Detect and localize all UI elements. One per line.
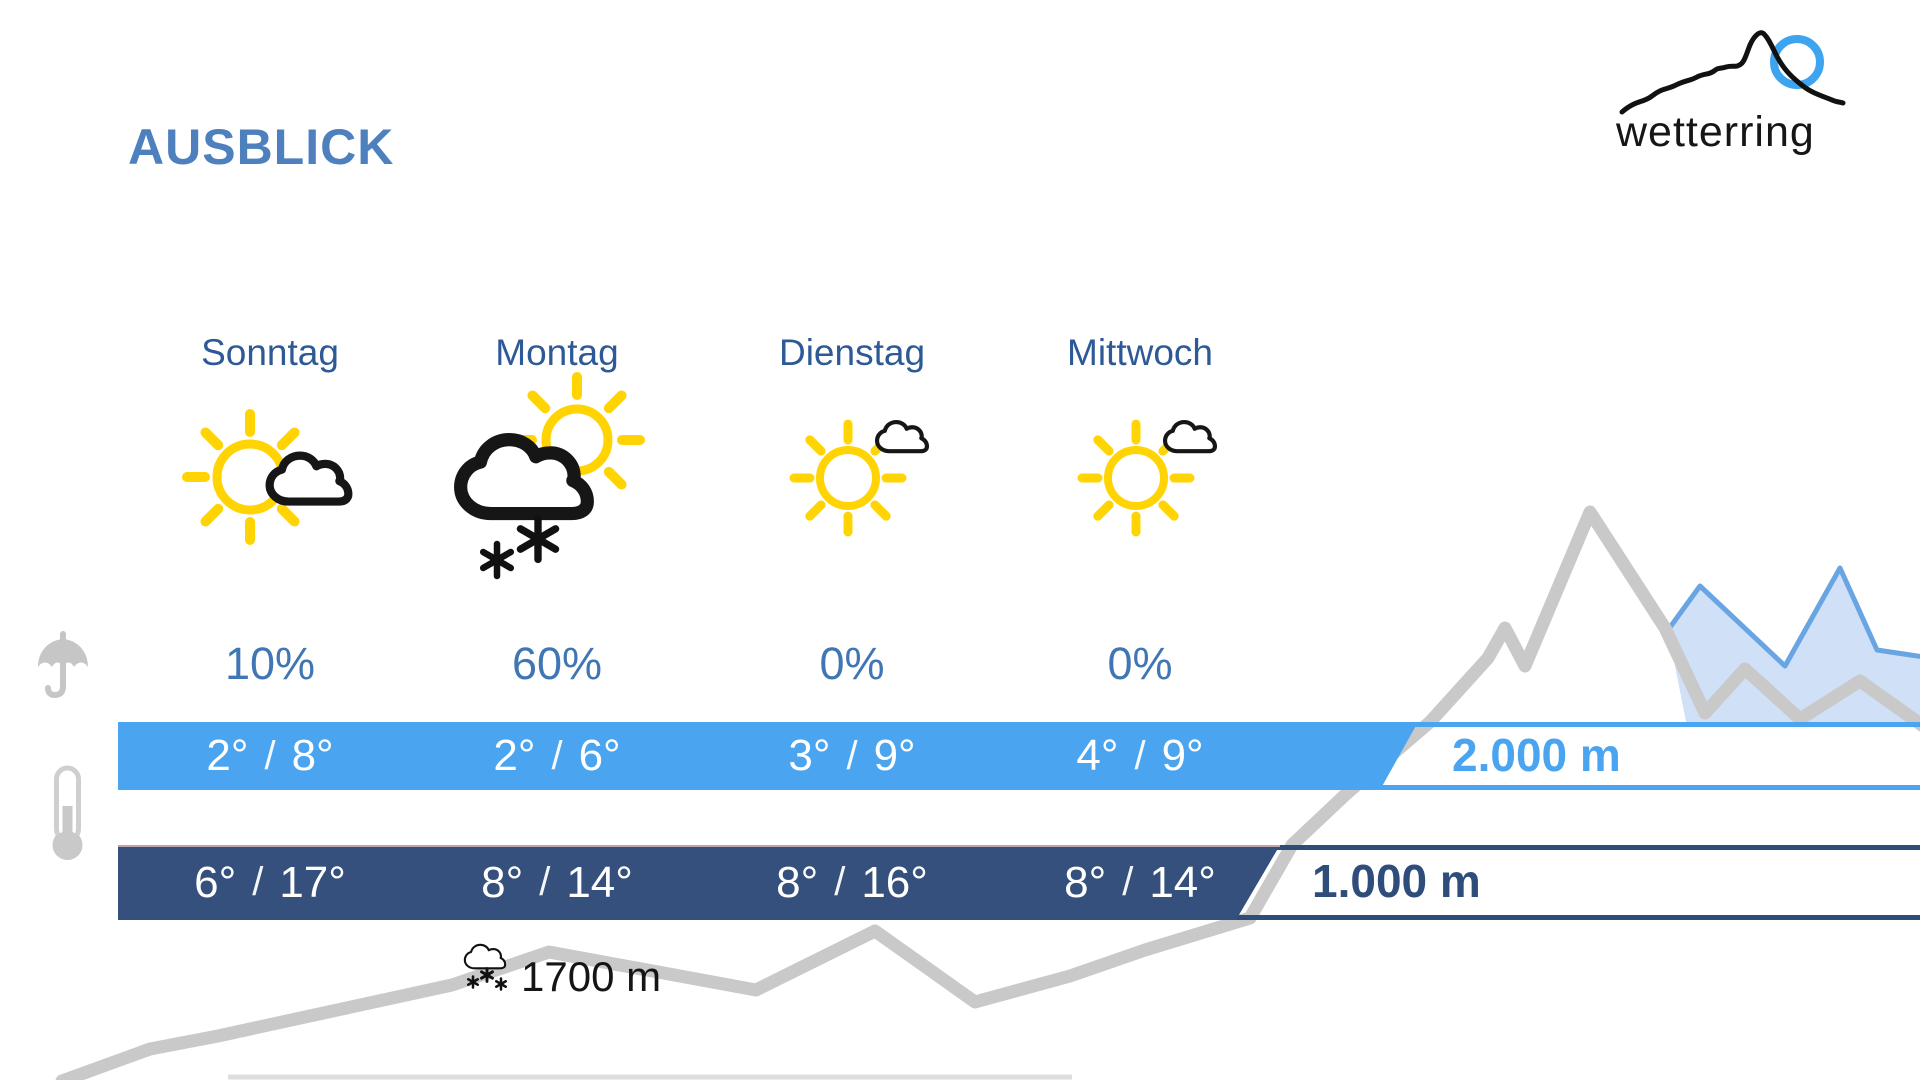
sun-with-small-cloud-icon bbox=[794, 422, 927, 532]
upper-altitude-box-fill bbox=[1348, 722, 1920, 790]
mountain-sun-logo bbox=[1619, 30, 1846, 115]
far-mountain bbox=[1665, 565, 1920, 742]
mountain-ridge-line bbox=[55, 505, 1920, 1080]
temp-range: 2°/8° bbox=[206, 731, 334, 780]
temp-range: 2°/6° bbox=[493, 731, 621, 780]
precip-probability: 10% bbox=[224, 638, 316, 689]
day-label-mittwoch: Mittwoch bbox=[1067, 332, 1213, 373]
thermometer-icon bbox=[52, 765, 83, 860]
lower-temperature-band bbox=[118, 845, 1280, 920]
page-title: AUSBLICK bbox=[128, 119, 395, 175]
temp-range: 4°/9° bbox=[1076, 731, 1204, 780]
upper-altitude-label: 2.000 m bbox=[1452, 729, 1621, 781]
logo-wordmark: wetterring bbox=[1616, 108, 1815, 156]
day-label-sonntag: Sonntag bbox=[201, 332, 339, 373]
temp-range: 8°/14° bbox=[1064, 857, 1216, 907]
temp-range: 8°/14° bbox=[481, 857, 633, 907]
umbrella-icon bbox=[38, 631, 88, 699]
precip-probability: 0% bbox=[1107, 638, 1173, 689]
snow-line-label: 1700 m bbox=[521, 953, 662, 1000]
day-label-dienstag: Dienstag bbox=[778, 332, 926, 373]
temp-range: 6°/17° bbox=[194, 857, 346, 907]
lower-altitude-box-fill bbox=[1220, 845, 1920, 920]
precip-probability: 60% bbox=[511, 638, 603, 689]
precip-probability: 0% bbox=[819, 638, 885, 689]
temp-range: 8°/16° bbox=[776, 857, 928, 907]
sun-with-cloud-icon bbox=[187, 414, 348, 540]
sun-with-small-cloud-icon bbox=[1082, 422, 1215, 532]
day-label-montag: Montag bbox=[495, 332, 619, 373]
upper-temperature-band bbox=[118, 722, 1418, 790]
snow-cloud-with-sun-icon bbox=[461, 377, 640, 576]
snow-cloud-icon bbox=[463, 943, 507, 991]
lower-altitude-label: 1.000 m bbox=[1312, 855, 1481, 907]
temp-range: 3°/9° bbox=[788, 731, 916, 780]
